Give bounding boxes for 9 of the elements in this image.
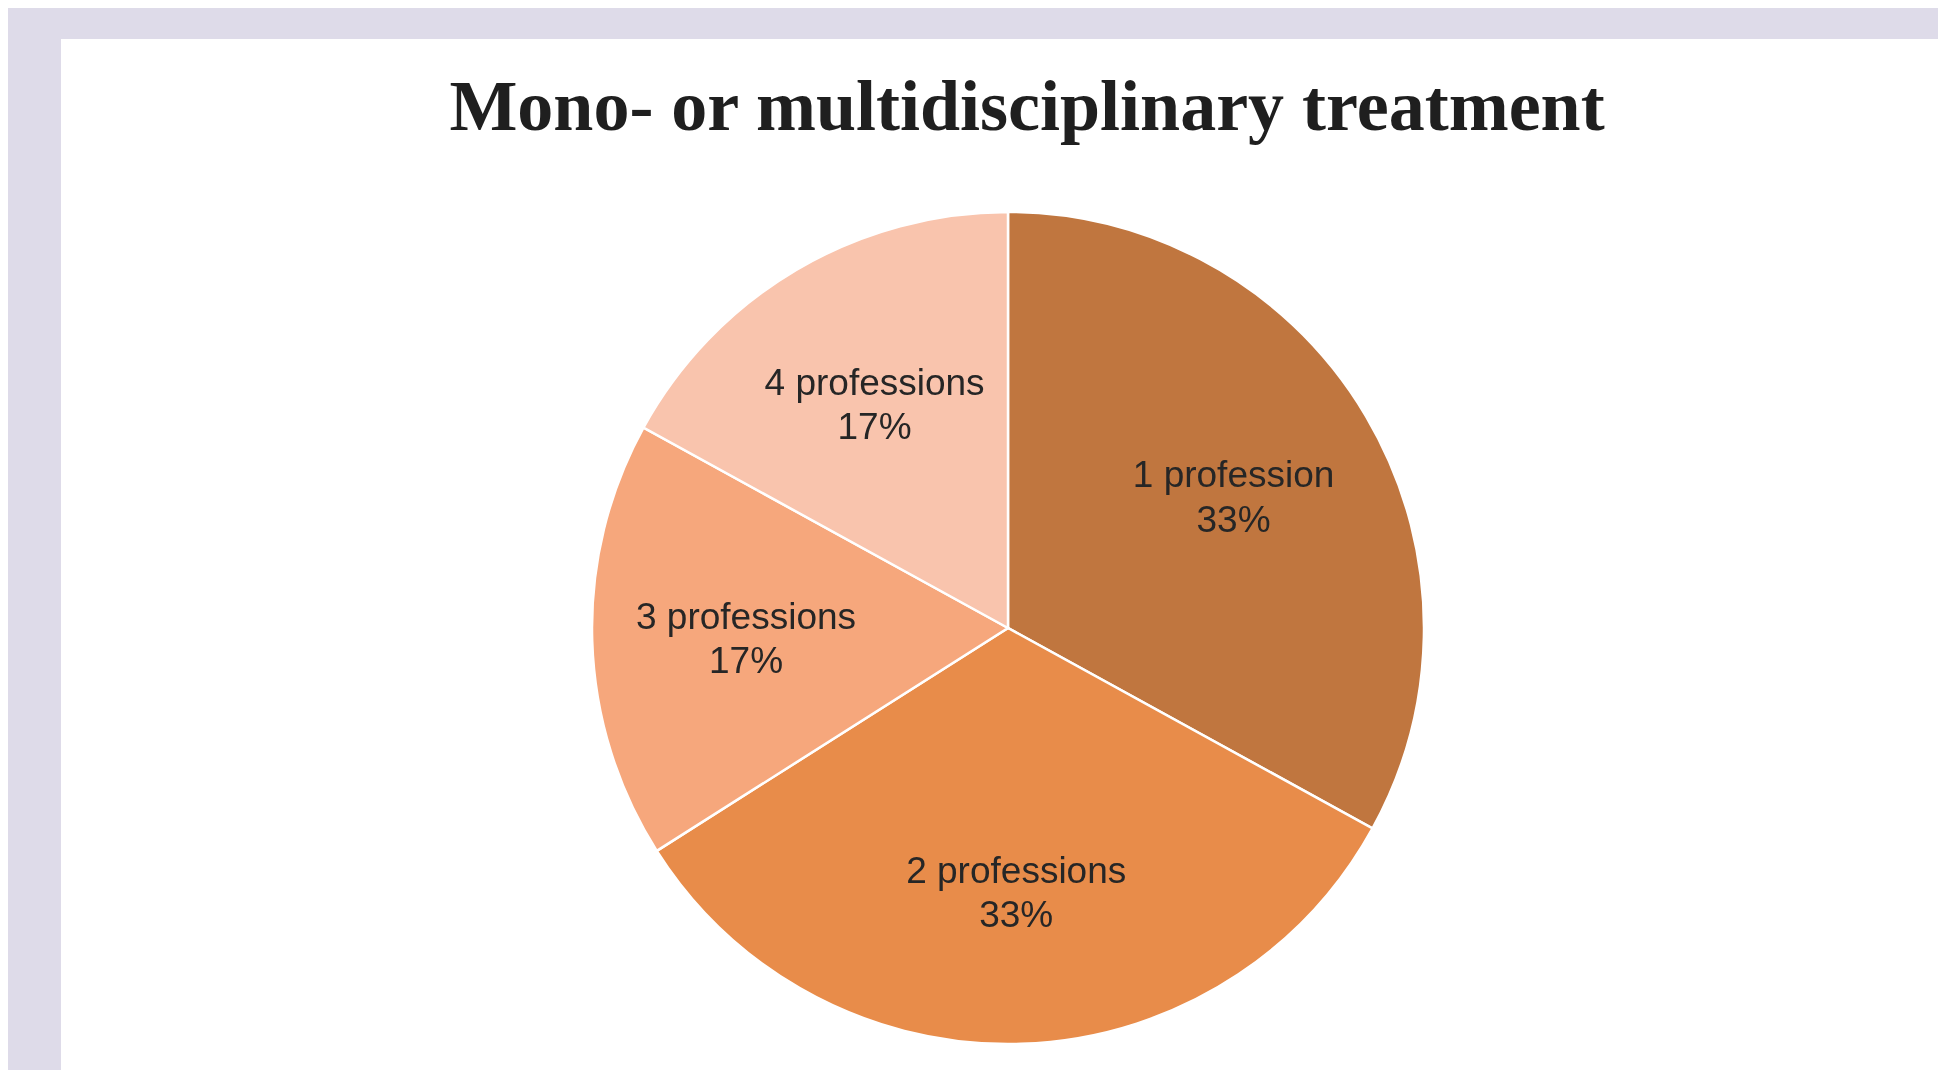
slice-label: 1 profession [1132, 454, 1335, 496]
data-label: 17% [709, 640, 784, 682]
data-label: 33% [979, 893, 1054, 935]
data-label: 33% [1196, 498, 1271, 540]
slice-label: 4 professions [764, 362, 985, 404]
chart-title: Mono- or multidisciplinary treatment [449, 66, 1605, 146]
data-label: 17% [837, 406, 912, 448]
slice-label: 3 professions [636, 595, 857, 637]
slice-label: 2 professions [906, 849, 1127, 891]
